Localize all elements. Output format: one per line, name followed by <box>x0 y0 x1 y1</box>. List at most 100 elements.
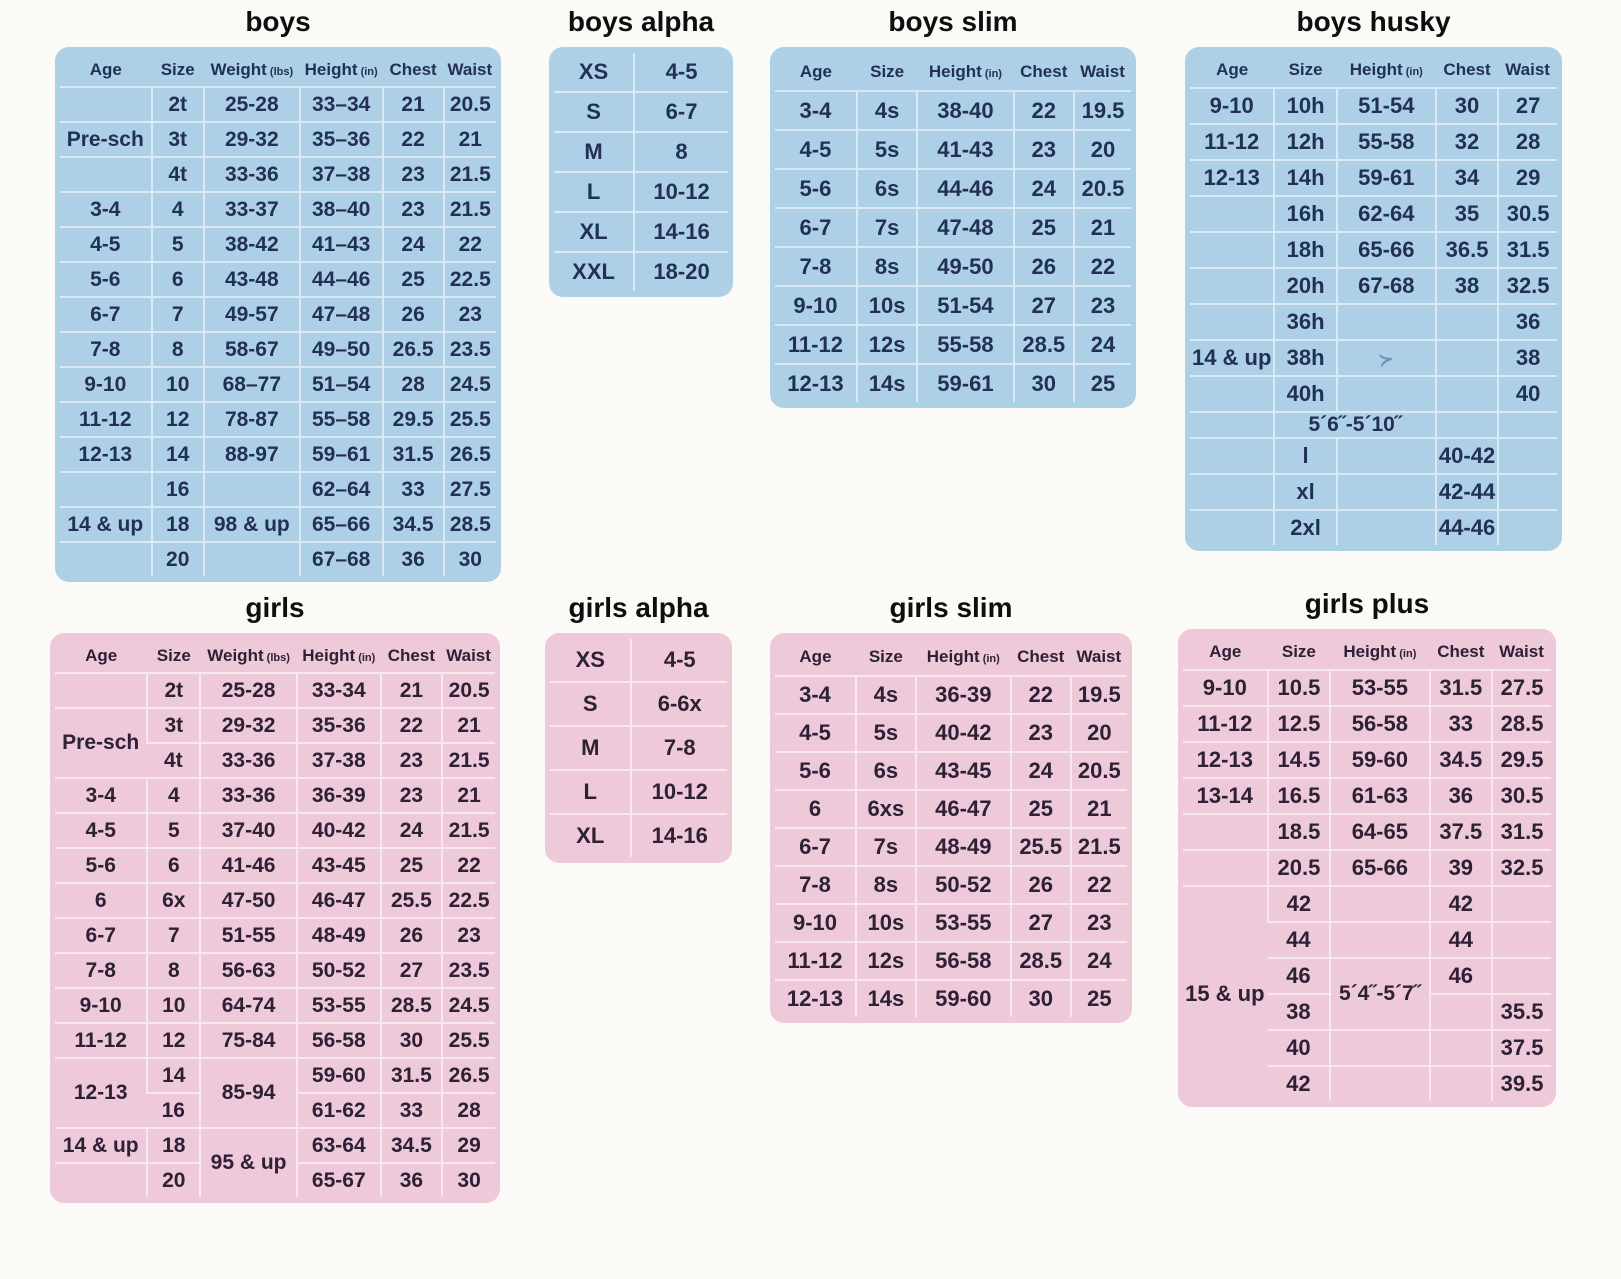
table-cell: 33 <box>379 1092 443 1128</box>
table-cell: 28 <box>1497 123 1557 160</box>
table-cell: 44 <box>1428 921 1493 958</box>
table-cell: 24 <box>1009 751 1071 790</box>
table-cell: 38-40 <box>916 90 1014 130</box>
table-cell: 33–34 <box>298 86 383 122</box>
table-cell: 67-68 <box>1335 267 1436 304</box>
table-cell: 10-12 <box>630 769 727 814</box>
table-cell <box>1190 375 1275 412</box>
table-cell: 34 <box>1434 159 1499 196</box>
table-cell: 21 <box>1069 789 1127 828</box>
column-header: Height (in) <box>1343 642 1417 661</box>
table-cell <box>1190 303 1275 340</box>
table-cell: 4-5 <box>775 713 856 752</box>
girls-alpha-table: XS 4-5 S 6-6x M 7-8 L 10-12 XL 14-16 <box>550 639 727 857</box>
table-cell: 23 <box>1069 903 1127 942</box>
column-header: Waist <box>1076 647 1122 666</box>
table-cell: 7-8 <box>55 952 148 988</box>
table-cell: 14 & up <box>60 506 152 542</box>
table-cell: 32.5 <box>1497 267 1557 304</box>
table-cell: 44–46 <box>298 261 383 297</box>
table-cell: 6-7 <box>775 827 856 866</box>
table-title-boys-husky: boys husky <box>1296 6 1451 37</box>
table-cell: 10h <box>1273 87 1337 124</box>
column-header: Height (in) <box>926 647 1000 666</box>
table-cell: 25.5 <box>441 1022 495 1058</box>
table-cell: 21 <box>441 707 495 743</box>
table-cell: 31.5 <box>1497 231 1557 268</box>
table-cell: 24 <box>1012 168 1075 208</box>
table-cell: 26.5 <box>441 1057 495 1093</box>
table-cell: 88-97 <box>202 436 300 472</box>
table-cell: 23 <box>381 191 444 227</box>
table-cell: 14 & up <box>1190 339 1275 376</box>
girls-slim-table-section: girls slim Age Size Height (in) Chest Waist 3… <box>770 592 1132 1023</box>
table-cell: 18 <box>146 1127 201 1163</box>
table-cell: 59–61 <box>298 436 383 472</box>
table-cell: 3-4 <box>775 675 856 714</box>
boys-size-table-card: Age Size Weight (lbs) Height (in) Chest Waist… <box>55 47 501 582</box>
girls-plus-table-card: Age Size Height (in) Chest Waist 9-10 10.5 53-5… <box>1178 629 1556 1107</box>
table-cell <box>1190 509 1275 545</box>
table-cell: 36-39 <box>295 777 381 813</box>
table-cell: 6s <box>854 751 916 790</box>
table-cell: 25-28 <box>202 86 300 122</box>
table-cell: 28.5 <box>1491 705 1551 742</box>
column-header-unit: (in) <box>1402 66 1423 78</box>
table-cell: 37-38 <box>295 742 381 778</box>
table-cell: 29-32 <box>202 121 300 157</box>
table-cell: 25 <box>381 261 444 297</box>
table-cell: 25.5 <box>379 882 443 918</box>
table-cell: 14.5 <box>1266 741 1331 778</box>
table-cell: 35–36 <box>298 121 383 157</box>
table-cell: 8 <box>633 131 728 172</box>
table-cell: 4-5 <box>60 226 152 262</box>
table-cell: 20 <box>146 1162 201 1197</box>
table-cell: ≻ <box>1335 339 1436 376</box>
table-cell <box>1428 993 1493 1030</box>
table-cell: 14 <box>146 1057 201 1093</box>
table-cell <box>1190 267 1275 304</box>
table-cell: 3t <box>146 707 201 743</box>
table-cell: 23 <box>1012 129 1075 169</box>
table-cell: 38 <box>1434 267 1499 304</box>
girls-slim-table-card: Age Size Height (in) Chest Waist 3-4 4s 36-39 22… <box>770 633 1132 1023</box>
table-cell <box>202 541 300 576</box>
table-cell: 22 <box>1069 865 1127 904</box>
table-cell <box>1335 473 1436 510</box>
table-cell: 42 <box>1428 885 1493 922</box>
column-header: Height (in) <box>1349 60 1423 79</box>
table-cell: 22 <box>381 121 444 157</box>
table-cell: 33-36 <box>199 777 297 813</box>
table-cell: 26.5 <box>442 436 496 472</box>
table-cell: 16.5 <box>1266 777 1331 814</box>
boys-alpha-table: XS 4-5 S 6-7 M 8 L 10-12 XL 14-16 XXL 18-20 <box>554 53 728 291</box>
table-cell: M <box>550 725 632 770</box>
table-cell: 29.5 <box>1491 741 1551 778</box>
table-cell: 30 <box>1012 363 1075 402</box>
table-cell: 19.5 <box>1073 90 1131 130</box>
table-cell: 22 <box>442 226 496 262</box>
table-cell: 67–68 <box>298 541 383 576</box>
table-cell <box>1190 195 1275 232</box>
table-cell: 8s <box>855 246 918 286</box>
table-cell <box>1428 1065 1493 1101</box>
table-cell: 36.5 <box>1434 231 1499 268</box>
table-cell: 36 <box>379 1162 443 1197</box>
column-header: Size <box>868 647 903 666</box>
table-cell: 30 <box>379 1022 443 1058</box>
table-cell: 47-50 <box>199 882 297 918</box>
table-cell: 3-4 <box>60 191 152 227</box>
table-cell <box>1329 921 1430 958</box>
table-cell: 56-58 <box>914 941 1011 980</box>
table-cell: 11-12 <box>1190 123 1275 160</box>
table-cell: 30 <box>441 1162 495 1197</box>
table-cell: 29-32 <box>199 707 297 743</box>
table-cell: 6 <box>55 882 148 918</box>
table-cell: 39.5 <box>1491 1065 1551 1101</box>
table-cell: XS <box>578 59 609 84</box>
table-cell: 5 <box>146 812 201 848</box>
table-cell: 8 <box>146 952 201 988</box>
table-cell: 20.5 <box>441 672 495 708</box>
table-cell: 36 <box>381 541 444 576</box>
table-cell: 44-46 <box>916 168 1014 208</box>
